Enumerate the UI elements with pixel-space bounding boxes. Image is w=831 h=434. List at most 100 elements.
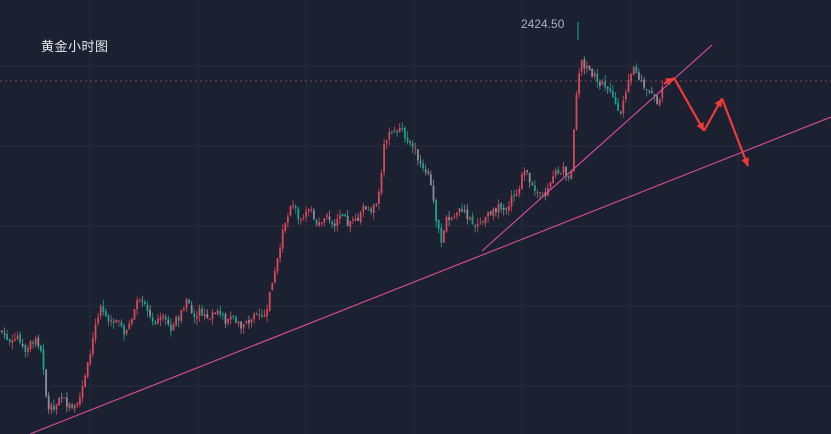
candle [617, 98, 619, 111]
candle [274, 267, 276, 284]
candle-body [276, 258, 279, 272]
candle-body [391, 131, 393, 133]
candle [653, 93, 656, 102]
candle [193, 309, 196, 324]
candle [125, 329, 128, 336]
candle [567, 175, 570, 182]
candle [430, 170, 432, 186]
candle [580, 59, 583, 77]
chart-title: 黄金小时图 [41, 40, 109, 55]
candle-body [37, 337, 40, 347]
candle [401, 122, 404, 132]
candle [606, 86, 609, 94]
candle [450, 216, 453, 221]
candle-body [573, 129, 575, 172]
candle [71, 402, 73, 410]
candle-body [177, 317, 180, 321]
candle [40, 344, 42, 353]
candle-body [16, 335, 19, 339]
candle [11, 334, 14, 350]
candle-body [495, 207, 497, 213]
candle [596, 68, 599, 88]
candle [97, 312, 99, 327]
candle [245, 319, 248, 325]
candle [66, 392, 68, 413]
candle-body [63, 397, 66, 399]
candle [307, 208, 310, 217]
candle [536, 189, 539, 198]
candle [84, 373, 86, 388]
candle [16, 331, 19, 341]
candle [27, 345, 29, 357]
candle-body [253, 313, 255, 320]
candle-body [32, 342, 34, 344]
candle [294, 204, 297, 214]
candle [476, 218, 479, 232]
candle [398, 123, 401, 133]
candle [250, 318, 253, 328]
candle [24, 343, 27, 358]
candle [609, 82, 612, 94]
candle [297, 206, 300, 225]
candle-body [81, 386, 84, 398]
candle [60, 392, 63, 403]
candle-body [300, 219, 302, 221]
candle [474, 223, 476, 233]
candle [154, 320, 157, 326]
candle-body [211, 312, 214, 319]
candle-body [128, 323, 131, 330]
candle [648, 89, 651, 95]
candle-body [367, 209, 370, 211]
candle-body [255, 313, 258, 315]
candle-body [235, 317, 237, 323]
candle-body [196, 316, 198, 319]
candle-body [505, 208, 508, 210]
candle-body [497, 204, 500, 213]
candle [562, 161, 565, 177]
candle-body [614, 96, 617, 104]
candle-body [583, 59, 586, 69]
candle-body [50, 404, 53, 411]
candle [3, 327, 6, 339]
candle [565, 165, 567, 182]
candle [164, 314, 167, 326]
candle [58, 397, 60, 407]
candle [227, 318, 229, 326]
candle-body [27, 347, 29, 352]
candle-body [268, 291, 271, 311]
candle-body [297, 208, 300, 220]
candle [388, 127, 391, 146]
candle [378, 189, 380, 210]
candle [599, 79, 601, 90]
candle-body [658, 99, 661, 106]
candle [502, 204, 505, 216]
candle-body [578, 73, 580, 95]
candle-body [292, 205, 294, 208]
candle [185, 297, 188, 313]
candle-body [305, 211, 307, 217]
candle-body [554, 170, 557, 176]
candle [593, 69, 596, 80]
candle-body [141, 300, 144, 302]
candle-body [138, 299, 141, 301]
candle-body [599, 81, 601, 86]
candle [375, 203, 378, 207]
candle-body [388, 131, 391, 140]
candle-body [643, 79, 645, 88]
candle [463, 204, 466, 214]
candle [138, 298, 141, 304]
candle [341, 213, 344, 217]
candle-body [479, 222, 482, 224]
candle [14, 332, 16, 342]
candle-body [523, 171, 526, 176]
candle-body [227, 319, 229, 323]
candle-body [609, 88, 612, 92]
candle-body [562, 166, 565, 173]
candle [656, 94, 658, 105]
candle [229, 311, 232, 325]
candle-body [94, 324, 97, 340]
candle-body [118, 320, 120, 322]
candle-body [549, 182, 552, 188]
candle [313, 207, 315, 221]
candle [146, 300, 149, 318]
